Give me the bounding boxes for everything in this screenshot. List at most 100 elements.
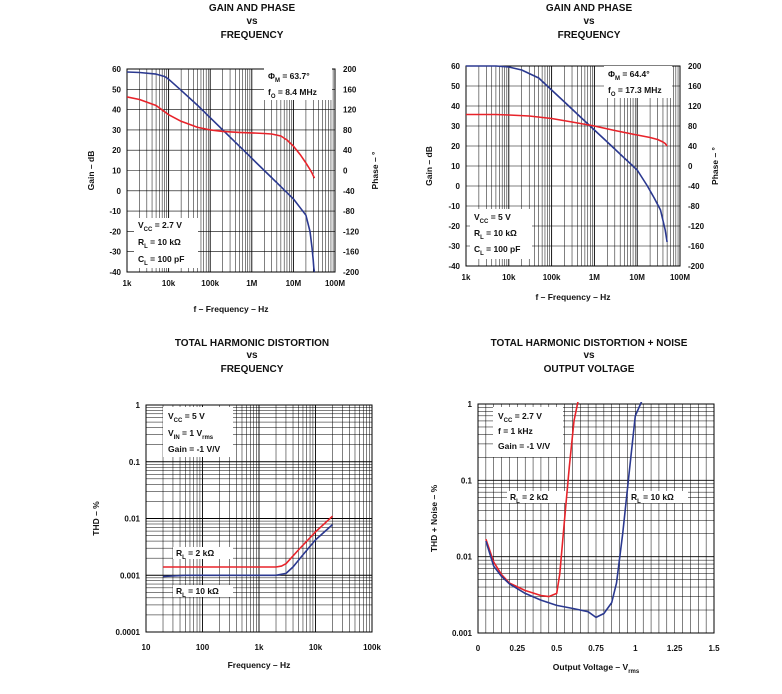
- x-tick-label: 10k: [502, 273, 516, 282]
- y-tick-label: 0.001: [120, 571, 141, 580]
- x-tick-label: 10k: [162, 279, 176, 288]
- y-tick-label: 30: [112, 126, 121, 135]
- legend-text: CL = 100 pF: [138, 254, 184, 267]
- y2-axis-label: Phase – °: [370, 151, 380, 189]
- y-tick-label: 10: [112, 167, 121, 176]
- text-run: R: [631, 492, 637, 502]
- x-tick-label: 0.75: [588, 644, 604, 653]
- legend-text: VCC = 2.7 V: [138, 220, 182, 233]
- subscript: CC: [480, 219, 489, 225]
- subscript: L: [480, 235, 484, 241]
- y-tick-label: 0.1: [461, 476, 473, 485]
- chart-title-line: GAIN AND PHASE: [209, 3, 296, 14]
- y-tick-label: 1: [468, 400, 473, 409]
- y-tick-label: 0: [456, 182, 461, 191]
- y2-tick-label: 120: [343, 106, 357, 115]
- y-tick-label: 50: [112, 85, 121, 94]
- text-run: C: [474, 244, 480, 254]
- y2-tick-label: -160: [343, 248, 360, 257]
- text-run: V: [498, 411, 504, 421]
- chart-title-line: FREQUENCY: [221, 30, 284, 41]
- series-line-rl-2-k-: [485, 402, 579, 598]
- x-tick-label: 1: [633, 644, 638, 653]
- legend-box: [134, 218, 198, 268]
- plot-frame: [477, 403, 715, 634]
- chart-title-line: OUTPUT VOLTAGE: [544, 364, 635, 375]
- text-run: f = 1 kHz: [498, 426, 533, 436]
- y-tick-label: 40: [112, 106, 121, 115]
- y2-tick-label: -80: [688, 202, 700, 211]
- x-axis-label: Frequency – Hz: [228, 660, 291, 670]
- y-tick-label: 0: [117, 187, 122, 196]
- y2-tick-label: -200: [688, 262, 705, 271]
- plot-frame: [465, 65, 681, 267]
- y-axis-label: Gain – dB: [86, 151, 96, 191]
- text-run: = 10 kΩ: [148, 237, 181, 247]
- subscript: L: [182, 593, 186, 599]
- subscript: L: [144, 244, 148, 250]
- text-run: V: [168, 428, 174, 438]
- legend-text: ΦM = 63.7°: [268, 71, 310, 84]
- chart-title-line: GAIN AND PHASE: [546, 3, 633, 14]
- text-run: R: [176, 586, 182, 596]
- legend-text: VIN = 1 Vrms: [168, 428, 214, 441]
- legend-text: RL = 10 kΩ: [474, 228, 517, 241]
- y-axis-label: THD – %: [91, 501, 101, 536]
- x-tick-label: 1M: [246, 279, 257, 288]
- x-tick-label: 0: [476, 644, 481, 653]
- x-tick-label: 10k: [309, 643, 323, 652]
- y2-tick-label: 40: [688, 142, 697, 151]
- y-tick-label: 0.001: [452, 629, 473, 638]
- y-tick-label: 20: [112, 146, 121, 155]
- text-run: Φ: [608, 69, 615, 79]
- text-run: V: [138, 220, 144, 230]
- text-run: = 5 V: [182, 411, 205, 421]
- series-line-phase: [466, 113, 668, 147]
- y-tick-label: -30: [448, 242, 460, 251]
- y-tick-label: 1: [136, 401, 141, 410]
- y-tick-label: -30: [109, 248, 121, 257]
- y2-tick-label: 80: [343, 126, 352, 135]
- plot-frame: [145, 404, 373, 633]
- series-line-gain: [466, 65, 668, 243]
- legend-text: fO = 17.3 MHz: [608, 85, 662, 98]
- subscript: L: [182, 555, 186, 561]
- series-line-rl-10-k-: [485, 402, 643, 619]
- text-run: = 2.7 V: [512, 411, 542, 421]
- x-axis-label: Output Voltage – Vrms: [553, 662, 640, 675]
- legend-text: f = 1 kHz: [498, 426, 533, 436]
- series-label: RL = 10 kΩ: [631, 492, 674, 505]
- series-label: RL = 2 kΩ: [176, 548, 214, 561]
- subscript: CC: [174, 418, 183, 424]
- y2-tick-label: -120: [688, 222, 705, 231]
- y-tick-label: 40: [451, 102, 460, 111]
- text-run: = 10 kΩ: [641, 492, 674, 502]
- x-tick-label: 1k: [123, 279, 132, 288]
- y-tick-label: 20: [451, 142, 460, 151]
- x-tick-label: 0.25: [510, 644, 526, 653]
- subscript: IN: [174, 435, 180, 441]
- y2-tick-label: 200: [688, 62, 702, 71]
- y-tick-label: 0.01: [456, 553, 472, 562]
- x-tick-label: 10: [142, 643, 151, 652]
- y2-tick-label: 120: [688, 102, 702, 111]
- x-tick-label: 100M: [670, 273, 690, 282]
- y2-tick-label: -160: [688, 242, 705, 251]
- grid: [465, 65, 681, 267]
- legend-box: [264, 68, 332, 100]
- x-tick-label: 100M: [325, 279, 345, 288]
- subscript: CC: [144, 227, 153, 233]
- series-line-rl-2-k-: [163, 515, 334, 568]
- y-tick-label: -20: [109, 227, 121, 236]
- text-run: = 2 kΩ: [186, 548, 215, 558]
- y-axis-label: Gain – dB: [424, 146, 434, 186]
- text-run: R: [138, 237, 144, 247]
- y2-tick-label: 160: [343, 85, 357, 94]
- y-tick-label: 10: [451, 162, 460, 171]
- y-tick-label: 60: [112, 65, 121, 74]
- series-label: RL = 2 kΩ: [510, 492, 548, 505]
- y-tick-label: 0.1: [129, 458, 141, 467]
- plot-frame: [126, 68, 336, 273]
